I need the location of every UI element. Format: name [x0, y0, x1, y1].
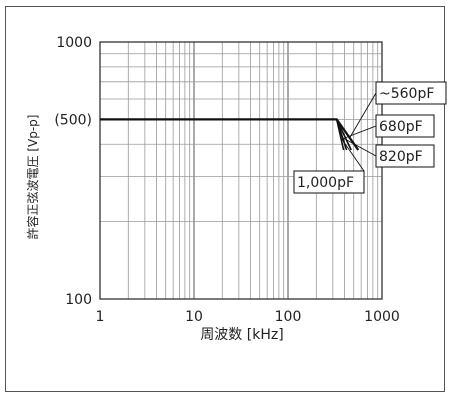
series-label: 1,000pF	[297, 175, 354, 191]
plot-border	[99, 41, 383, 300]
series-label-box	[375, 81, 447, 105]
x-tick-label: 1	[96, 309, 105, 325]
y-tick-label: 100	[65, 292, 92, 308]
series-label-box	[375, 144, 435, 168]
y-tick-label: (500)	[54, 112, 92, 128]
y-axis-label: 許容正弦波電圧 [Vp-p]	[25, 115, 40, 240]
leader-line	[340, 137, 365, 172]
leader-line	[345, 125, 377, 139]
y-tick-label: 1000	[56, 35, 92, 51]
tick-labels: 1 10 100 1000 100 (500) 1000	[54, 35, 399, 325]
series-label: 820pF	[379, 149, 423, 165]
series-label-box	[293, 170, 365, 194]
x-tick-label: 100	[275, 309, 302, 325]
series-line	[100, 118, 352, 151]
x-tick-label: 1000	[364, 309, 400, 325]
series-labels: ~560pF 680pF 820pF 1,000pF	[293, 81, 447, 194]
x-tick-label: 10	[185, 309, 203, 325]
leader-line	[349, 92, 377, 138]
series-line	[100, 118, 348, 151]
leader-line	[342, 137, 377, 157]
series-label: ~560pF	[379, 86, 434, 102]
series-line	[100, 118, 345, 151]
x-axis-label: 周波数 [kHz]	[200, 327, 283, 343]
figure-frame	[5, 6, 445, 392]
series-label: 680pF	[379, 119, 423, 135]
series-line	[100, 118, 360, 151]
series-group	[100, 118, 360, 151]
series-label-box	[375, 114, 435, 138]
